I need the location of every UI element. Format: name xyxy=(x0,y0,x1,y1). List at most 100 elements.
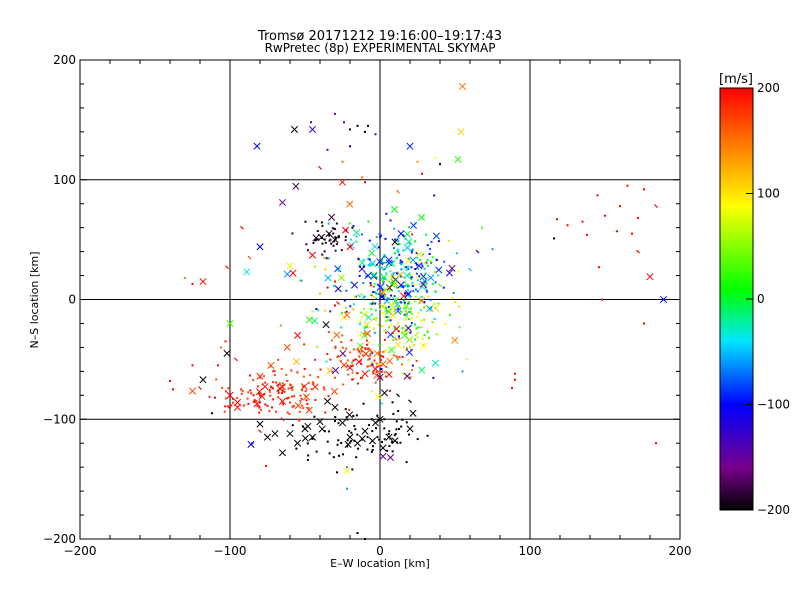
cluster-point xyxy=(315,308,318,311)
cluster-point xyxy=(358,259,366,267)
data-point xyxy=(514,378,516,381)
data-point-x xyxy=(305,316,314,324)
cluster-point xyxy=(406,284,409,287)
cluster-point xyxy=(390,294,393,297)
cluster-point xyxy=(264,381,267,384)
cluster-point xyxy=(427,336,430,339)
cluster-point xyxy=(354,358,357,361)
cluster-point xyxy=(327,331,330,334)
cluster-point xyxy=(445,269,454,277)
cluster-point xyxy=(273,373,276,376)
data-point-x xyxy=(331,403,339,411)
data-point-x xyxy=(646,273,654,281)
cluster-point xyxy=(392,261,395,264)
data-point-x xyxy=(350,281,359,289)
cluster-point xyxy=(366,436,369,439)
cluster-point xyxy=(429,247,432,250)
data-point xyxy=(556,218,558,221)
cluster-point xyxy=(458,305,461,308)
cluster-point xyxy=(432,376,435,379)
data-point-x xyxy=(364,271,372,280)
data-point-x xyxy=(376,415,384,423)
cluster-point xyxy=(391,450,394,453)
cluster-point xyxy=(313,415,316,418)
cluster-point xyxy=(371,361,374,364)
cluster-point xyxy=(372,327,375,330)
cluster-point xyxy=(315,238,318,241)
cluster-point xyxy=(389,311,397,319)
cluster-point xyxy=(325,360,328,363)
cluster-point xyxy=(255,388,263,396)
cluster-point xyxy=(310,388,313,391)
cluster-point xyxy=(368,357,371,360)
cluster-point xyxy=(391,273,394,276)
cluster-point xyxy=(407,302,410,305)
cluster-point xyxy=(391,401,394,404)
cluster-point xyxy=(312,382,315,385)
cluster-point xyxy=(370,350,373,353)
data-point-x xyxy=(386,454,395,462)
cluster-point xyxy=(307,407,310,410)
cluster-point xyxy=(255,400,258,403)
cluster-point xyxy=(414,295,417,298)
cluster-point xyxy=(339,360,342,363)
data-points xyxy=(169,82,668,540)
cluster-point xyxy=(389,289,392,292)
cluster-point xyxy=(427,274,435,282)
cluster-point xyxy=(431,283,434,286)
cluster-point xyxy=(323,250,326,253)
cluster-point xyxy=(345,289,348,292)
cluster-point xyxy=(418,283,426,291)
cluster-point xyxy=(384,331,387,334)
cluster-point xyxy=(360,311,368,319)
colorbar: [m/s] 200 100 0 −100 −200 xyxy=(719,72,790,517)
cluster-point xyxy=(380,370,383,373)
cluster-point xyxy=(372,372,375,375)
cluster-point xyxy=(381,266,384,269)
data-point xyxy=(601,298,603,301)
cluster-point xyxy=(405,312,408,315)
cluster-point xyxy=(433,194,436,197)
cluster-point xyxy=(299,399,302,402)
cluster-point xyxy=(337,422,340,425)
cluster-point xyxy=(422,318,425,321)
cluster-point xyxy=(367,220,370,223)
data-point-tick xyxy=(438,283,442,288)
cluster-point xyxy=(208,395,211,398)
cluster-point xyxy=(334,249,337,252)
cluster-point xyxy=(232,397,235,400)
cluster-point xyxy=(341,346,344,349)
data-point-x xyxy=(368,437,377,445)
cluster-point xyxy=(262,375,265,378)
cluster-point xyxy=(240,392,243,395)
cluster-point xyxy=(432,304,440,312)
cluster-point xyxy=(371,363,374,366)
data-point-x xyxy=(397,281,405,289)
data-point-x xyxy=(391,238,399,246)
cluster-point xyxy=(410,348,413,351)
cluster-point xyxy=(331,227,334,230)
cluster-point xyxy=(411,249,414,252)
cluster-point xyxy=(458,326,461,329)
x-tick-label: 100 xyxy=(519,544,542,558)
cluster-point xyxy=(367,258,370,261)
cluster-point xyxy=(363,295,366,298)
cluster-point xyxy=(298,410,301,413)
cluster-point xyxy=(288,412,291,415)
cluster-point xyxy=(379,234,382,237)
cluster-point xyxy=(277,389,280,392)
cluster-point xyxy=(403,281,406,284)
cluster-point xyxy=(332,244,335,247)
cluster-point xyxy=(372,285,375,288)
cluster-point xyxy=(428,253,431,256)
cluster-point xyxy=(360,331,368,339)
cluster-point xyxy=(382,355,385,358)
data-point-x xyxy=(388,301,396,310)
cluster-point xyxy=(351,364,354,367)
data-point-tick xyxy=(396,393,400,398)
cluster-point xyxy=(352,303,355,306)
data-point-x xyxy=(331,236,339,244)
cluster-point xyxy=(339,349,347,358)
cluster-point xyxy=(328,239,331,242)
data-point xyxy=(251,442,254,445)
